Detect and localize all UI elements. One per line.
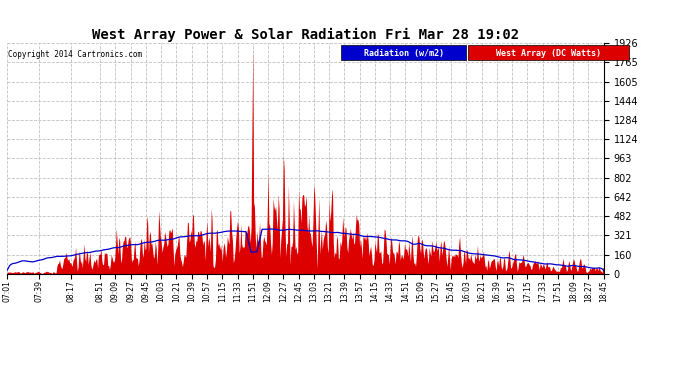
- Text: Radiation (w/m2): Radiation (w/m2): [364, 48, 444, 57]
- Title: West Array Power & Solar Radiation Fri Mar 28 19:02: West Array Power & Solar Radiation Fri M…: [92, 28, 519, 42]
- Text: Copyright 2014 Cartronics.com: Copyright 2014 Cartronics.com: [8, 50, 142, 59]
- Text: West Array (DC Watts): West Array (DC Watts): [495, 48, 601, 57]
- FancyBboxPatch shape: [341, 45, 466, 60]
- FancyBboxPatch shape: [468, 45, 629, 60]
